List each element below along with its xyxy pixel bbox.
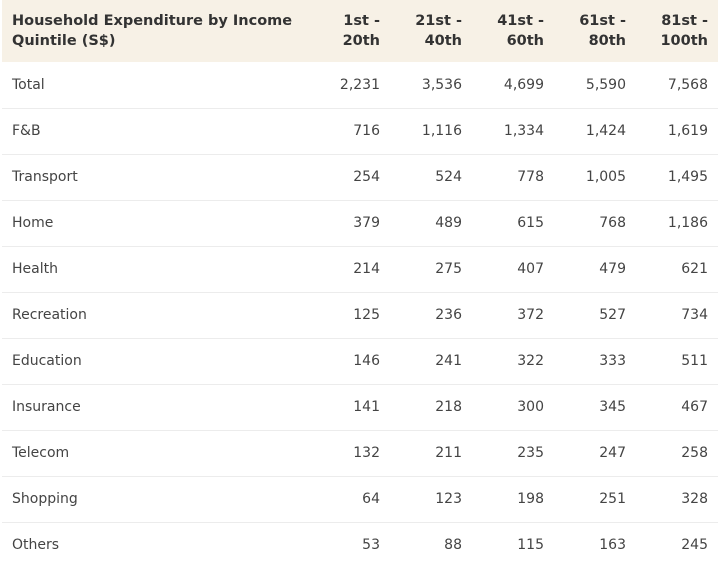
column-header-line: 60th	[506, 33, 544, 49]
table-title-line-2: Quintile (S$)	[12, 33, 116, 49]
column-header-line: 100th	[660, 33, 708, 49]
table-row: Recreation 125 236 372 527 734	[2, 292, 718, 338]
value-cell: 467	[681, 399, 708, 415]
value-cell: 7,568	[667, 76, 708, 93]
value-cell: 5,590	[585, 76, 626, 93]
value-cell: 123	[435, 491, 462, 507]
table-header-row: Household Expenditure by Income Quintile…	[2, 0, 718, 62]
value-cell: 236	[435, 307, 462, 323]
value-cell: 524	[435, 169, 462, 185]
column-header-quintile-2: 21st - 40th	[390, 0, 472, 62]
value-cell: 235	[517, 445, 544, 461]
value-cell: 251	[599, 491, 626, 507]
value-cell: 716	[353, 123, 380, 139]
column-header-line: 80th	[588, 33, 626, 49]
value-cell: 300	[517, 399, 544, 415]
value-cell: 125	[353, 307, 380, 323]
value-cell: 621	[681, 261, 708, 277]
value-cell: 241	[435, 353, 462, 369]
value-cell: 1,619	[667, 123, 708, 139]
column-header-line: 81st -	[661, 13, 708, 29]
value-cell: 64	[362, 491, 380, 507]
column-header-line: 1st -	[343, 13, 380, 29]
value-cell: 4,699	[503, 76, 544, 93]
table-row: Transport 254 524 778 1,005 1,495	[2, 154, 718, 200]
table-row: Total 2,231 3,536 4,699 5,590 7,568	[2, 62, 718, 108]
value-cell: 211	[435, 445, 462, 461]
row-label: Insurance	[12, 399, 81, 415]
value-cell: 198	[517, 491, 544, 507]
table-title: Household Expenditure by Income Quintile…	[2, 0, 308, 62]
table-row: Insurance 141 218 300 345 467	[2, 384, 718, 430]
value-cell: 214	[353, 261, 380, 277]
value-cell: 734	[681, 307, 708, 323]
value-cell: 3,536	[421, 76, 462, 93]
row-label: Telecom	[12, 445, 70, 461]
column-header-line: 61st -	[579, 13, 626, 29]
value-cell: 511	[681, 353, 708, 369]
value-cell: 275	[435, 261, 462, 277]
value-cell: 328	[681, 491, 708, 507]
column-header-quintile-1: 1st - 20th	[308, 0, 390, 62]
table-row: F&B 716 1,116 1,334 1,424 1,619	[2, 108, 718, 154]
value-cell: 1,495	[667, 169, 708, 185]
table-body: Total 2,231 3,536 4,699 5,590 7,568 F&B 716 1,11…	[2, 62, 718, 568]
value-cell: 372	[517, 307, 544, 323]
value-cell: 132	[353, 445, 380, 461]
row-label: Shopping	[12, 491, 78, 507]
value-cell: 163	[599, 537, 626, 554]
value-cell: 778	[517, 169, 544, 185]
value-cell: 322	[517, 353, 544, 369]
table-row: Others 53 88 115 163 245	[2, 522, 718, 568]
value-cell: 615	[517, 215, 544, 231]
row-label: Education	[12, 353, 82, 369]
value-cell: 379	[353, 215, 380, 231]
column-header-quintile-3: 41st - 60th	[472, 0, 554, 62]
column-header-line: 41st -	[497, 13, 544, 29]
row-label: Health	[12, 261, 58, 277]
table-row: Telecom 132 211 235 247 258	[2, 430, 718, 476]
value-cell: 407	[517, 261, 544, 277]
column-header-line: 20th	[342, 33, 380, 49]
value-cell: 53	[362, 537, 380, 554]
value-cell: 479	[599, 261, 626, 277]
value-cell: 115	[517, 537, 544, 554]
row-label: Transport	[12, 169, 78, 185]
column-header-quintile-5: 81st - 100th	[636, 0, 718, 62]
value-cell: 527	[599, 307, 626, 323]
table-title-line-1: Household Expenditure by Income	[12, 13, 293, 29]
value-cell: 2,231	[339, 76, 380, 93]
column-header-quintile-4: 61st - 80th	[554, 0, 636, 62]
value-cell: 247	[599, 445, 626, 461]
column-header-line: 40th	[424, 33, 462, 49]
row-label: Home	[12, 215, 54, 231]
value-cell: 333	[599, 353, 626, 369]
value-cell: 345	[599, 399, 626, 415]
value-cell: 88	[444, 537, 462, 554]
row-label: F&B	[12, 123, 41, 139]
table-row: Shopping 64 123 198 251 328	[2, 476, 718, 522]
value-cell: 146	[353, 353, 380, 369]
table-row: Education 146 241 322 333 511	[2, 338, 718, 384]
value-cell: 1,186	[667, 215, 708, 231]
value-cell: 218	[435, 399, 462, 415]
value-cell: 1,424	[585, 123, 626, 139]
value-cell: 1,005	[585, 169, 626, 185]
column-header-line: 21st -	[415, 13, 462, 29]
value-cell: 141	[353, 399, 380, 415]
value-cell: 768	[599, 215, 626, 231]
value-cell: 245	[681, 537, 708, 554]
row-label: Others	[12, 537, 60, 554]
value-cell: 1,116	[421, 123, 462, 139]
table-row: Home 379 489 615 768 1,186	[2, 200, 718, 246]
value-cell: 489	[435, 215, 462, 231]
value-cell: 258	[681, 445, 708, 461]
table-row: Health 214 275 407 479 621	[2, 246, 718, 292]
value-cell: 1,334	[503, 123, 544, 139]
row-label: Total	[12, 76, 45, 93]
value-cell: 254	[353, 169, 380, 185]
row-label: Recreation	[12, 307, 87, 323]
